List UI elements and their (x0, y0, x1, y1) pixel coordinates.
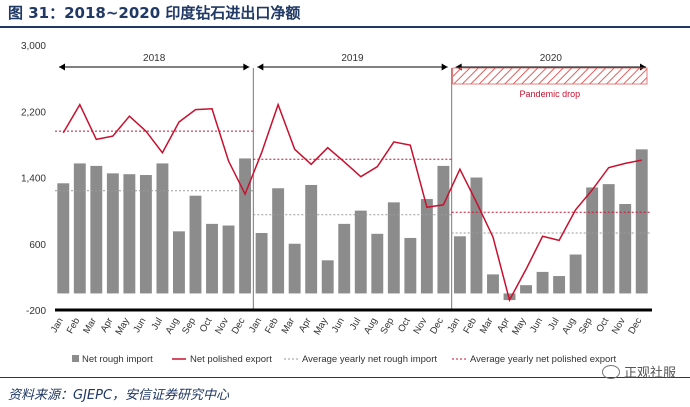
bar-rough-import (90, 165, 103, 294)
x-tick-label: Mar (81, 316, 99, 336)
x-tick-label: Jul (149, 316, 165, 332)
bar-rough-import (123, 174, 136, 294)
period-label: 2018 (143, 53, 166, 64)
x-tick-label: Jul (348, 316, 364, 332)
bar-rough-import (239, 158, 252, 294)
chart: 3,000 2,200 1,400 600 -200 2018 2019 2020 Pandem… (21, 41, 652, 365)
x-tick-label: Feb (65, 316, 83, 336)
legend-label: Average yearly net rough import (302, 354, 437, 365)
bar-rough-import (420, 199, 433, 294)
bar-rough-import (569, 254, 582, 294)
figure-title: 图 31：2018~2020 印度钻石进出口净额 (8, 4, 301, 22)
x-tick-label: Sep (577, 316, 595, 336)
bar-rough-import (619, 204, 632, 294)
bar-rough-import (321, 260, 334, 294)
y-tick-label: -200 (26, 306, 46, 317)
annotation-hatch (452, 67, 648, 85)
x-tick-label: Oct (396, 316, 413, 335)
bar-rough-import (404, 237, 417, 294)
legend-label: Average yearly net polished export (470, 354, 616, 365)
watermark: 正观社服 (601, 362, 676, 381)
x-tick-label: May (312, 316, 331, 337)
x-tick-label: Jun (131, 316, 148, 335)
period-arrow-left (59, 63, 65, 71)
x-tick-label: Aug (164, 316, 182, 336)
x-tick-label: Jan (247, 316, 264, 335)
bar-rough-import (635, 149, 648, 294)
bar-rough-import (222, 225, 235, 294)
y-tick-label: 1,400 (21, 174, 46, 185)
bar-rough-import (354, 210, 367, 294)
bar-rough-import (255, 232, 268, 294)
x-tick-label: Sep (378, 316, 396, 336)
bar-rough-import (553, 276, 566, 294)
x-tick-label: Nov (411, 316, 429, 336)
x-tick-label: Aug (362, 316, 380, 336)
period-arrow-right (243, 63, 250, 71)
wechat-icon (601, 365, 620, 379)
bar-rough-import (371, 233, 384, 294)
x-tick-label: Nov (610, 316, 628, 336)
title-divider (0, 26, 690, 28)
bar-rough-import (453, 236, 466, 294)
x-tick-label: Sep (180, 316, 198, 336)
x-tick-label: Dec (428, 316, 446, 336)
bar-rough-import (206, 223, 218, 294)
watermark-text: 正观社服 (623, 366, 676, 381)
legend-swatch-rough (72, 355, 79, 362)
bar-rough-import (189, 195, 202, 294)
period-arrow-right (441, 63, 448, 71)
bar-rough-import (272, 188, 285, 294)
bar-rough-import (586, 187, 599, 294)
x-tick-label: Jan (445, 316, 462, 335)
bar-rough-import (106, 173, 119, 294)
bar-rough-import (437, 165, 450, 294)
source-note: 资料来源：GJEPC，安信证券研究中心 (8, 388, 230, 403)
x-tick-label: Jan (49, 316, 66, 335)
y-tick-label: 2,200 (21, 107, 46, 118)
period-label: 2019 (341, 53, 364, 64)
bar-rough-import (73, 163, 86, 294)
bar-rough-import (503, 293, 516, 301)
y-tick-label: 600 (29, 240, 46, 251)
period-arrow-left (257, 63, 264, 71)
x-tick-label: Dec (626, 316, 644, 336)
x-tick-label: Mar (478, 316, 496, 336)
x-tick-label: May (510, 316, 529, 337)
bar-rough-import (520, 285, 532, 294)
x-tick-label: Jul (546, 316, 562, 332)
y-tick-label: 3,000 (21, 41, 46, 52)
x-tick-label: Jun (528, 316, 545, 335)
bar-rough-import (338, 223, 351, 294)
bar-rough-import (387, 202, 400, 294)
x-tick-label: Nov (213, 316, 231, 336)
bar-rough-import (305, 184, 318, 294)
legend-label: Net rough import (82, 354, 153, 365)
bar-rough-import (139, 175, 152, 294)
x-tick-label: Oct (594, 316, 611, 335)
bar-rough-import (288, 243, 301, 294)
x-tick-label: May (113, 316, 132, 337)
x-tick-label: Dec (230, 316, 248, 336)
annotation-label: Pandemic drop (520, 89, 581, 99)
bar-rough-import (602, 184, 615, 294)
x-tick-label: Feb (461, 316, 479, 336)
x-tick-label: Jun (330, 316, 347, 335)
bar-rough-import (470, 177, 483, 294)
x-tick-label: Feb (263, 316, 281, 336)
bar-rough-import (57, 183, 70, 294)
x-tick-label: Aug (560, 316, 578, 336)
bar-rough-import (487, 274, 499, 294)
bar-rough-import (156, 163, 169, 294)
legend-label: Net polished export (190, 354, 272, 365)
source-divider (0, 377, 690, 378)
bar-rough-import (173, 231, 185, 294)
x-tick-label: Mar (280, 316, 298, 336)
bar-rough-import (536, 271, 549, 294)
line-polished-export (62, 102, 642, 303)
x-tick-label: Oct (198, 316, 215, 335)
period-label: 2020 (540, 53, 563, 64)
